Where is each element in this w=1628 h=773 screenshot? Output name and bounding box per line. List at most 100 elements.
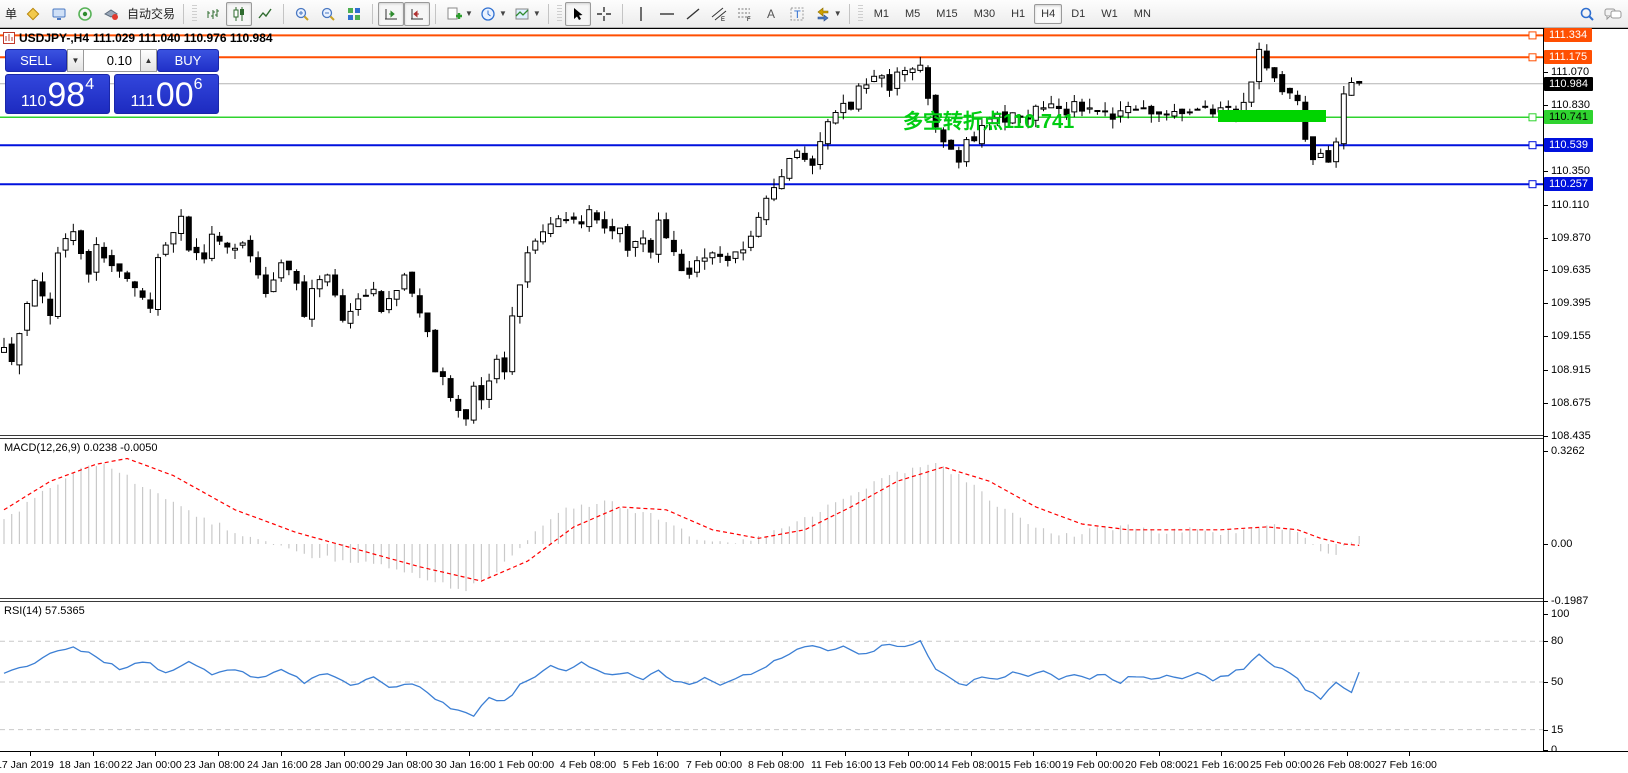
autotrading-button[interactable]	[98, 2, 124, 26]
timeframe-button-M30[interactable]: M30	[973, 7, 996, 20]
pivot-annotation-text[interactable]: 多空转折点110.741	[903, 111, 1075, 133]
signals-button[interactable]	[72, 2, 98, 26]
price-chart-pane[interactable]: USDJPY-,H4 111.029 111.040 110.976 110.9…	[0, 29, 1543, 435]
indicators-button[interactable]	[441, 2, 467, 26]
market-watch-button[interactable]	[46, 2, 72, 26]
bar-chart-mode-button[interactable]	[200, 2, 226, 26]
timeframe-button-MN[interactable]: MN	[1133, 7, 1151, 20]
ohlc-readout: 111.029 111.040 110.976 110.984	[93, 31, 273, 45]
price-badge-110.257: 110.257	[1544, 177, 1593, 191]
chat-icon	[1604, 8, 1622, 20]
templates-caret[interactable]: ▼	[532, 9, 541, 18]
price-badge-111.334: 111.334	[1544, 28, 1593, 42]
time-label: 11 Feb 16:00	[811, 759, 873, 771]
buy-quote-button[interactable]: 111 00 6	[114, 74, 219, 114]
time-label: 29 Jan 08:00	[372, 759, 433, 771]
tile-windows-button[interactable]	[341, 2, 367, 26]
trendline-tool-button[interactable]	[680, 2, 706, 26]
search-icon	[1580, 7, 1594, 21]
buy-price-big: 00	[155, 76, 194, 115]
rsi-tick-100: 100	[1544, 607, 1569, 621]
channel-tool-button[interactable]: E	[706, 2, 732, 26]
volume-decrease-button[interactable]: ▼	[67, 49, 84, 72]
level-line-anchor	[1528, 113, 1537, 122]
price-axis[interactable]: 111.070 110.830 110.350 110.110 109.870 109.6…	[1544, 28, 1628, 773]
cursor-tool-button[interactable]	[564, 1, 591, 26]
rsi-indicator-pane[interactable]: RSI(14) 57.5365	[0, 602, 1543, 751]
rsi-chart[interactable]	[0, 602, 1543, 751]
candlestick-chart[interactable]	[0, 29, 1543, 435]
zoom-in-icon	[295, 7, 309, 21]
time-label: 8 Feb 08:00	[748, 759, 805, 771]
time-label: 24 Jan 16:00	[247, 759, 308, 771]
equidistant-channel-icon: E	[711, 7, 727, 22]
autotrading-label[interactable]: 自动交易	[127, 7, 176, 21]
menu-fragment-label: 单	[5, 7, 18, 21]
chart-shift-icon	[411, 8, 424, 19]
pane-separator[interactable]	[0, 598, 1543, 602]
cursor-icon	[573, 7, 583, 20]
highlight-zone[interactable]	[1218, 110, 1326, 122]
arrows-caret[interactable]: ▼	[833, 9, 842, 18]
macd-tick--0.1987: -0.1987	[1544, 594, 1588, 608]
line-chart-mode-button[interactable]	[252, 2, 278, 26]
zoom-out-button[interactable]	[315, 2, 341, 26]
timeframe-button-M5[interactable]: M5	[905, 7, 921, 20]
time-axis[interactable]: 17 Jan 2019 18 Jan 16:00 22 Jan 00:00 23 Ja…	[0, 751, 1628, 773]
expert-hat-icon	[104, 8, 119, 20]
chart-shift-button[interactable]	[404, 1, 431, 26]
sell-quote-button[interactable]: 110 98 4	[5, 74, 110, 114]
new-order-icon	[26, 7, 40, 20]
periods-button[interactable]	[475, 2, 501, 26]
auto-scroll-button[interactable]	[378, 1, 405, 26]
macd-signal-line	[3, 457, 1360, 582]
auto-scroll-icon	[385, 8, 398, 19]
search-button[interactable]	[1574, 2, 1600, 26]
vertical-line-icon	[640, 6, 642, 21]
timeframe-button-M15[interactable]: M15	[936, 7, 958, 20]
chart-title-bar: USDJPY-,H4 111.029 111.040 110.976 110.9…	[3, 31, 273, 45]
horizontal-line-tool-button[interactable]	[654, 2, 680, 26]
timeframe-button-W1[interactable]: W1	[1101, 7, 1118, 20]
price-tick-109.635: 109.635	[1544, 263, 1591, 277]
svg-text:F: F	[747, 17, 751, 22]
timeframe-button-D1[interactable]: D1	[1071, 7, 1086, 20]
macd-chart[interactable]	[0, 439, 1543, 598]
time-label: 14 Feb 08:00	[937, 759, 999, 771]
candlestick-icon	[233, 6, 245, 21]
fibonacci-tool-button[interactable]: F	[732, 2, 758, 26]
price-tick-110.350: 110.350	[1544, 164, 1590, 178]
timeframe-button-M1[interactable]: M1	[873, 7, 889, 20]
chart-window-icon	[3, 32, 15, 44]
time-label: 21 Feb 16:00	[1187, 759, 1249, 771]
rsi-tick-15: 15	[1544, 723, 1563, 737]
periods-caret[interactable]: ▼	[498, 9, 507, 18]
volume-increase-button[interactable]: ▲	[140, 49, 157, 72]
indicators-caret[interactable]: ▼	[465, 9, 473, 18]
buy-price-prefix: 111	[130, 93, 155, 110]
pane-separator[interactable]	[0, 435, 1543, 439]
text-label-tool-button[interactable]: T	[784, 2, 810, 26]
volume-input[interactable]	[84, 49, 140, 72]
time-label: 30 Jan 16:00	[435, 759, 496, 771]
zoom-in-button[interactable]	[289, 2, 315, 26]
text-tool-button[interactable]: A	[758, 2, 784, 26]
chat-button[interactable]	[1600, 2, 1626, 26]
time-label: 5 Feb 16:00	[623, 759, 680, 771]
price-badge-111.175: 111.175	[1544, 50, 1593, 64]
timeframe-button-H1[interactable]: H1	[1011, 7, 1026, 20]
horizontal-line-icon	[659, 12, 674, 15]
macd-indicator-pane[interactable]: MACD(12,26,9) 0.0238 -0.0050	[0, 439, 1543, 598]
buy-button[interactable]: BUY	[157, 49, 219, 72]
new-order-button[interactable]	[20, 2, 46, 26]
crosshair-tool-button[interactable]	[591, 2, 617, 26]
sell-button[interactable]: SELL	[5, 49, 67, 72]
vertical-line-tool-button[interactable]	[628, 2, 654, 26]
price-badge-110.539: 110.539	[1544, 138, 1593, 152]
templates-button[interactable]	[509, 2, 535, 26]
timeframe-button-H4[interactable]: H4	[1034, 3, 1063, 24]
candle-chart-mode-button[interactable]	[226, 1, 253, 26]
arrows-tool-button[interactable]	[810, 2, 836, 26]
trendline-icon	[686, 7, 700, 20]
